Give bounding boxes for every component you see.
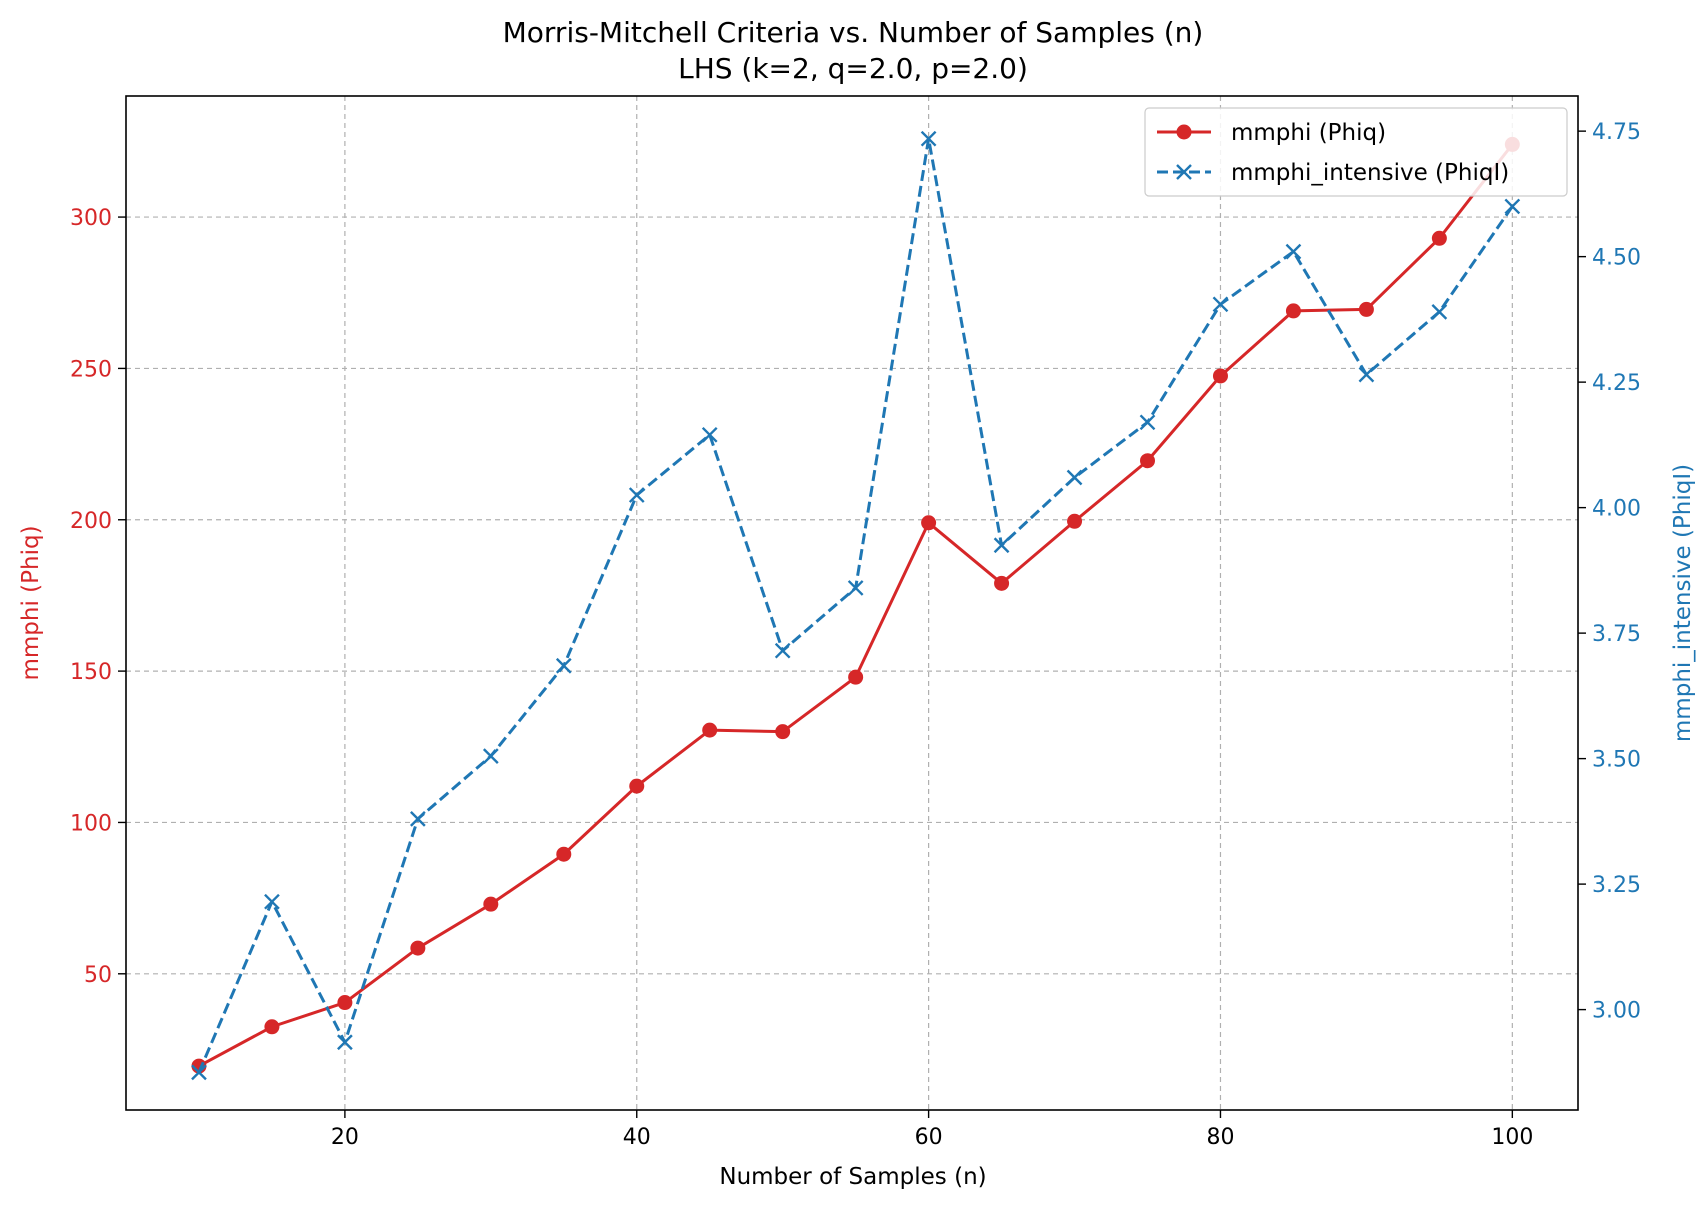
marker-stroke <box>774 642 791 659</box>
x-tick-label: 20 <box>331 1125 359 1150</box>
data-point-mmphi <box>410 940 426 956</box>
data-point-mmphi <box>848 669 864 685</box>
legend-entry-label: mmphi_intensive (PhiqI) <box>1231 160 1509 186</box>
data-point-mmphi-intensive <box>920 130 937 147</box>
data-point-mmphi-intensive <box>993 537 1010 554</box>
y-left-tick-label: 250 <box>70 357 112 382</box>
data-point-mmphi <box>775 724 791 740</box>
data-point-mmphi-intensive <box>482 748 499 764</box>
data-point-mmphi-intensive <box>191 1064 207 1081</box>
data-point-mmphi <box>702 722 718 738</box>
data-point-mmphi <box>264 1019 280 1035</box>
data-point-mmphi-intensive <box>1285 243 1302 260</box>
data-point-mmphi <box>556 846 572 862</box>
y-axis-right-label: mmphi_intensive (PhiqI) <box>1670 464 1696 742</box>
marker-stroke <box>482 748 499 764</box>
data-point-mmphi-intensive <box>1066 469 1083 486</box>
data-point-mmphi <box>1140 453 1156 469</box>
y-right-tick-label: 3.50 <box>1592 748 1641 773</box>
marker-stroke <box>1431 304 1448 320</box>
data-point-mmphi-intensive <box>1139 414 1156 431</box>
data-point-mmphi <box>921 515 937 531</box>
y-axis-left-label: mmphi (Phiq) <box>18 525 44 680</box>
data-point-mmphi-intensive <box>337 1034 353 1051</box>
data-point-mmphi-intensive <box>1431 304 1448 320</box>
chart-subtitle: LHS (k=2, q=2.0, p=2.0) <box>678 52 1028 85</box>
y-right-tick-label: 4.00 <box>1592 497 1641 522</box>
legend-box <box>1144 107 1568 197</box>
data-point-mmphi-intensive <box>701 426 718 443</box>
y-left-tick-label: 50 <box>84 963 112 988</box>
data-point-mmphi-intensive <box>847 580 864 596</box>
grid-lines <box>126 96 1578 1110</box>
marker-stroke <box>191 1064 207 1081</box>
x-tick-label: 60 <box>915 1125 943 1150</box>
axes: 20 40 60 80 100 50 100 150 200 250 300 3.00 3.25 3.50… <box>70 120 1641 1150</box>
data-point-mmphi-intensive <box>1358 366 1375 383</box>
y-left-tick-label: 200 <box>70 509 112 534</box>
y-left-tick-label: 150 <box>70 660 112 685</box>
data-point-mmphi-intensive <box>410 811 426 827</box>
marker-stroke <box>1358 366 1375 383</box>
data-point-mmphi-intensive <box>264 893 280 910</box>
legend: mmphi (Phiq) mmphi_intensive (PhiqI) <box>1144 107 1568 197</box>
data-point-mmphi-intensive <box>555 657 572 674</box>
marker-stroke <box>847 580 864 596</box>
data-point-mmphi <box>629 778 645 794</box>
y-right-tick-label: 3.00 <box>1592 999 1641 1024</box>
marker-stroke <box>1285 243 1302 260</box>
marker-stroke <box>337 1034 353 1051</box>
marker-stroke <box>1176 164 1192 180</box>
data-point-mmphi-intensive <box>628 487 645 503</box>
marker-stroke <box>555 657 572 674</box>
marker-stroke <box>410 811 426 827</box>
y-right-tick-label: 4.50 <box>1592 246 1641 271</box>
y-right-tick-label: 3.75 <box>1592 622 1641 647</box>
data-point-mmphi <box>994 575 1010 591</box>
legend-marker <box>1176 164 1192 180</box>
x-tick-label: 100 <box>1491 1125 1533 1150</box>
y-right-tick-label: 4.75 <box>1592 120 1641 145</box>
marker-stroke <box>701 426 718 443</box>
x-tick-label: 40 <box>623 1125 651 1150</box>
y-left-tick-label: 300 <box>70 206 112 231</box>
y-right-tick-label: 4.25 <box>1592 371 1641 396</box>
data-point-mmphi <box>1431 230 1447 246</box>
data-point-mmphi <box>1067 513 1083 529</box>
marker-stroke <box>628 487 645 503</box>
marker-stroke <box>920 130 937 147</box>
legend-entry-label: mmphi (Phiq) <box>1231 120 1386 146</box>
data-point-mmphi <box>1285 303 1301 319</box>
x-tick-label: 80 <box>1206 1125 1234 1150</box>
chart-title: Morris-Mitchell Criteria vs. Number of S… <box>503 16 1204 49</box>
marker-stroke <box>264 893 280 910</box>
data-point-mmphi <box>1358 301 1374 317</box>
data-point-mmphi-intensive <box>1212 296 1229 313</box>
data-point-mmphi <box>483 896 499 912</box>
marker-stroke <box>1139 414 1156 431</box>
x-axis-label: Number of Samples (n) <box>719 1164 986 1190</box>
plot-frame <box>125 95 1579 1111</box>
data-point-mmphi <box>1212 368 1228 384</box>
y-right-tick-label: 3.25 <box>1592 873 1641 898</box>
data-point-mmphi <box>337 995 353 1011</box>
data-point-mmphi-intensive <box>1504 198 1521 215</box>
marker-stroke <box>1504 198 1521 215</box>
marker-stroke <box>993 537 1010 554</box>
y-left-tick-label: 100 <box>70 811 112 836</box>
marker-stroke <box>1066 469 1083 486</box>
legend-marker <box>1176 124 1192 140</box>
data-point-mmphi-intensive <box>774 642 791 659</box>
marker-stroke <box>1212 296 1229 313</box>
